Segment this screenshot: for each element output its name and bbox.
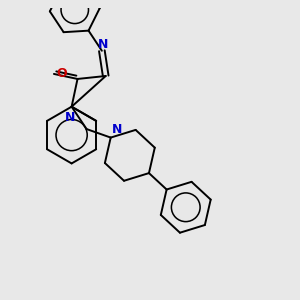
- Text: O: O: [56, 68, 67, 80]
- Text: N: N: [65, 111, 75, 124]
- Text: N: N: [98, 38, 108, 51]
- Text: N: N: [112, 123, 123, 136]
